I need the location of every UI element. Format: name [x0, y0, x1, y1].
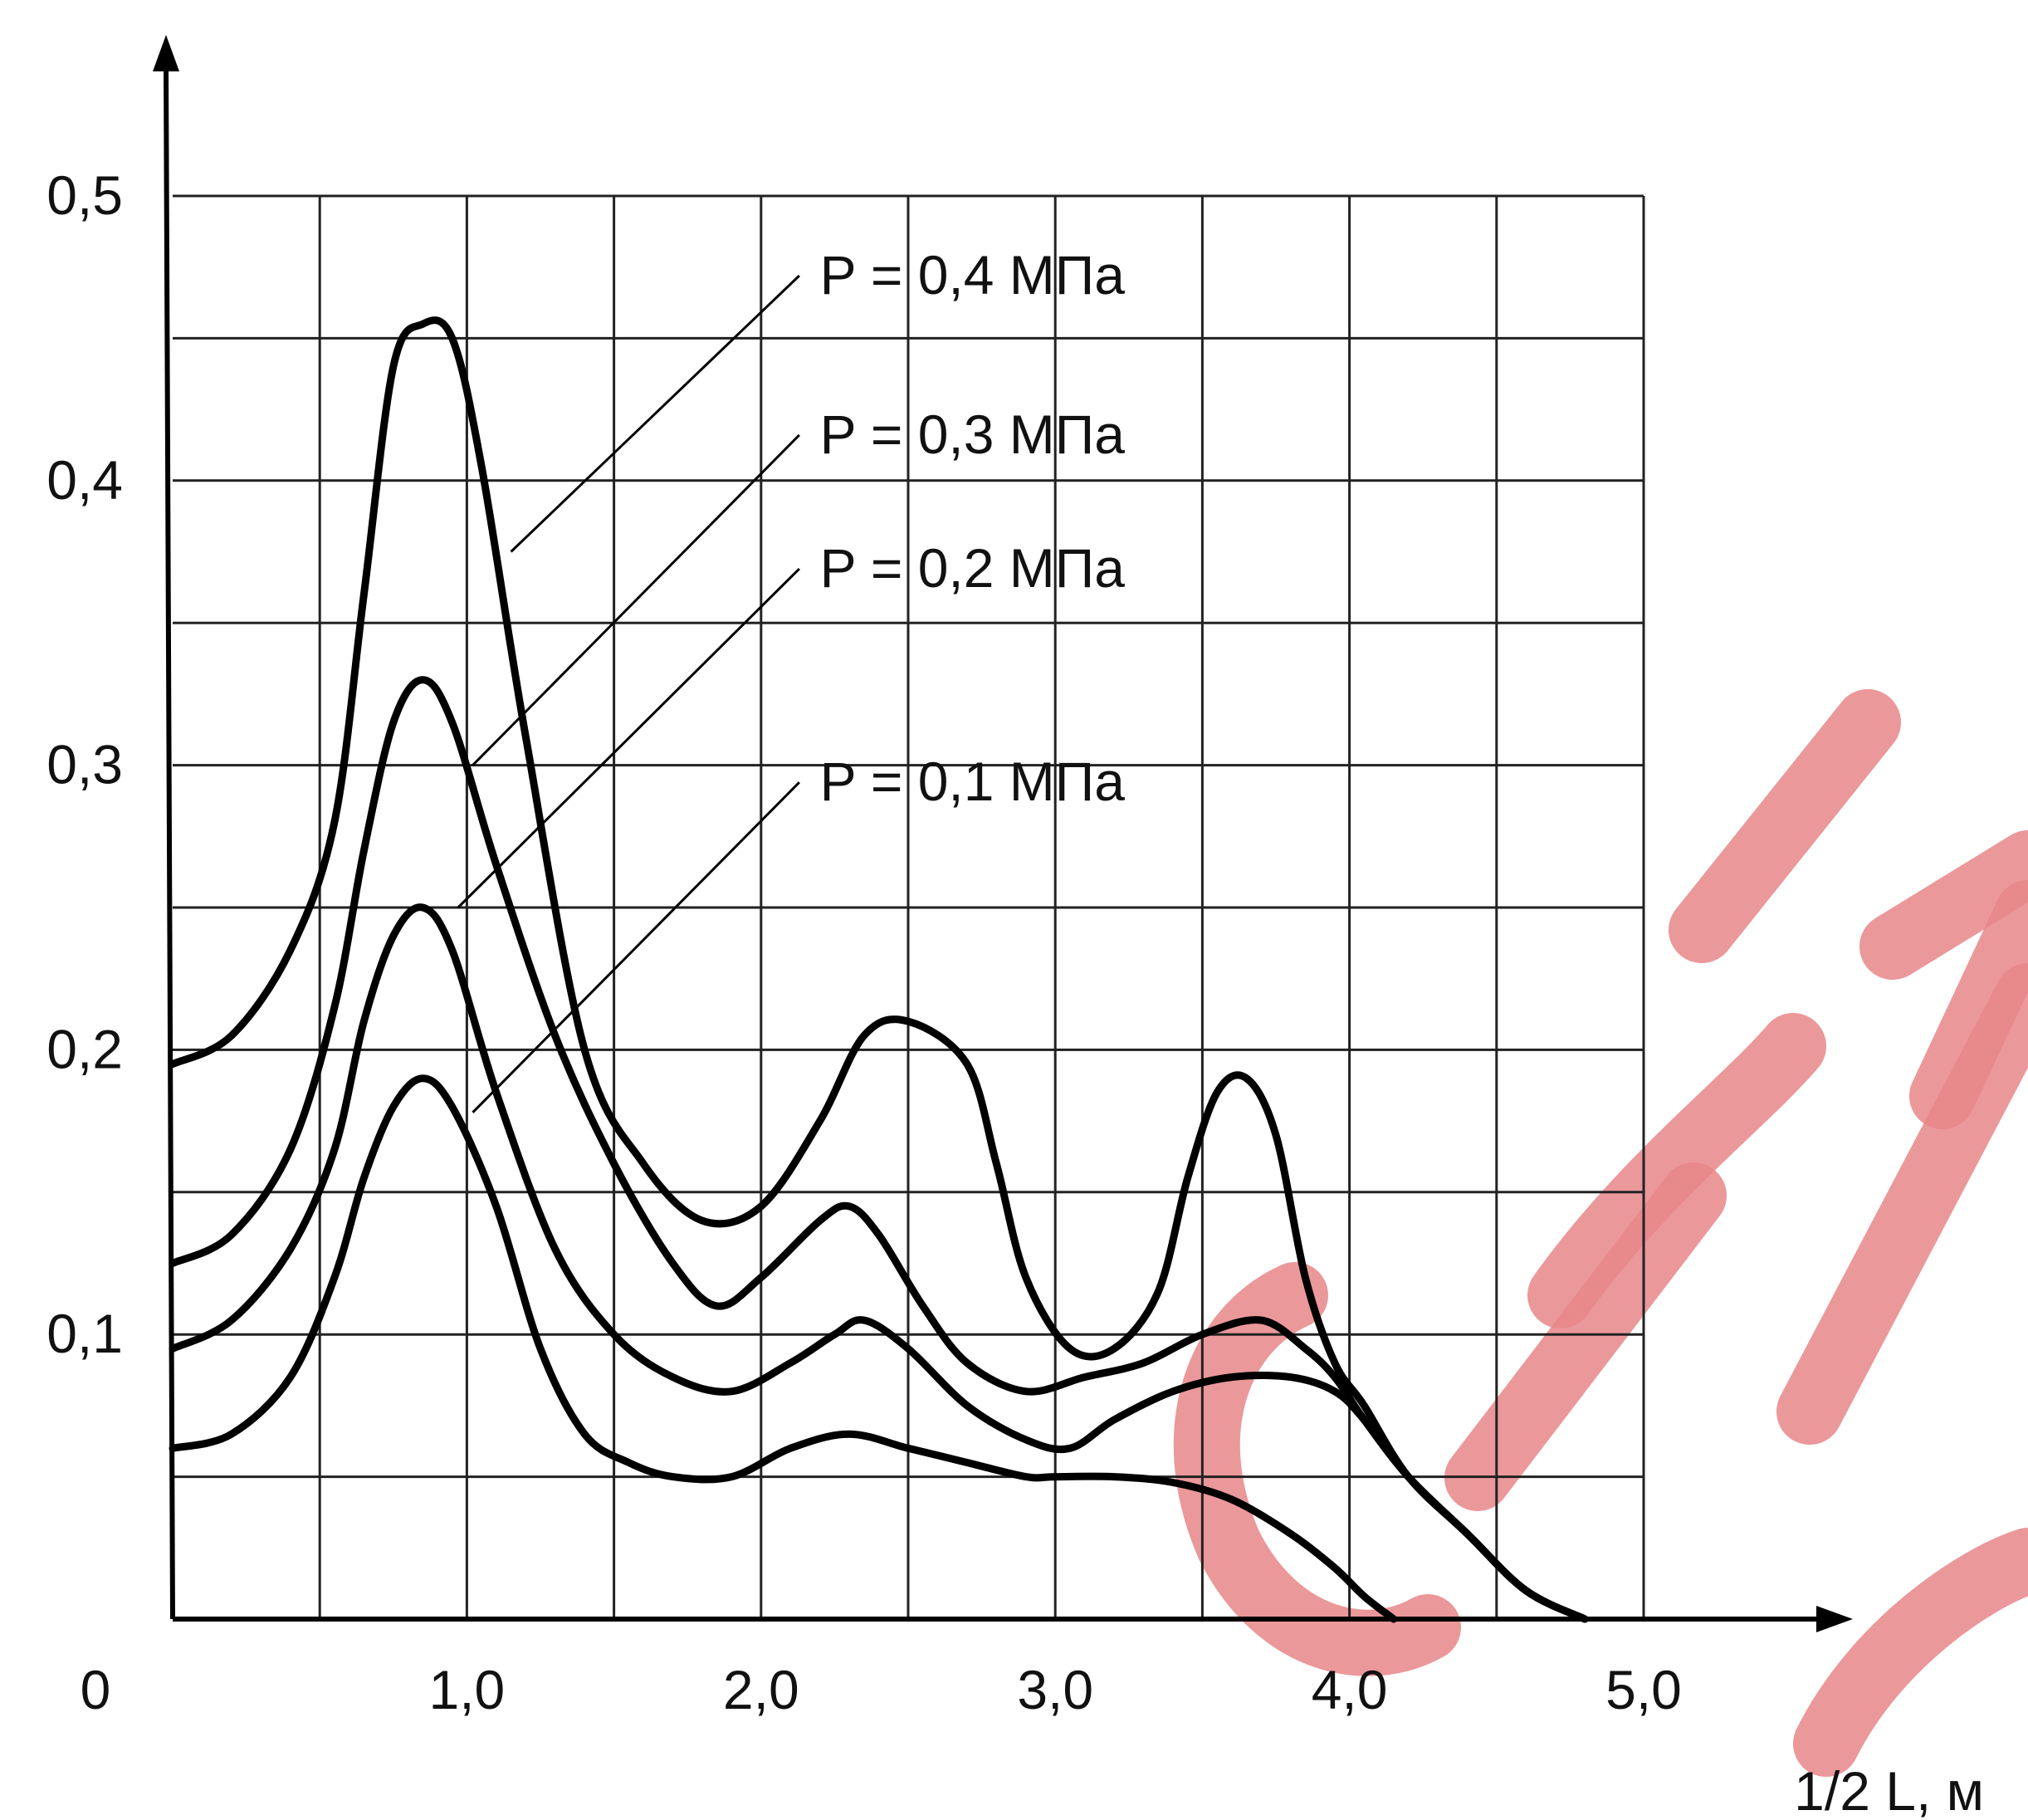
series-line-2	[169, 676, 1589, 1623]
y-tick-label: 0,5	[46, 164, 123, 226]
y-tick-label: 0,3	[46, 734, 123, 795]
leader-line-1	[510, 274, 800, 553]
x-tick-label: 2,0	[723, 1659, 799, 1720]
watermark	[1173, 689, 2028, 1777]
series-label-4: P = 0,1 МПа	[820, 751, 1126, 812]
labels: 0,1 0,2 0,3 0,4 0,5 1,0 2,0 3,0 4,0 5,0 0 1/2 L, м P…	[46, 164, 1984, 1820]
x-tick-label: 1,0	[429, 1659, 506, 1720]
y-tick-label: 0,2	[46, 1018, 123, 1079]
leader-line-3	[457, 568, 800, 909]
leader-line-4	[472, 781, 800, 1113]
leaders	[457, 274, 800, 1113]
axes	[153, 35, 1853, 1632]
x-axis-label: 1/2 L, м	[1794, 1760, 1984, 1820]
y-axis	[164, 66, 175, 1620]
series-label-1: P = 0,4 МПа	[820, 244, 1126, 306]
x-tick-label: 5,0	[1605, 1659, 1682, 1720]
origin-label: 0	[81, 1659, 111, 1720]
series-label-3: P = 0,2 МПа	[820, 537, 1126, 599]
y-tick-label: 0,4	[46, 449, 123, 511]
leader-line-2	[472, 433, 800, 766]
series-line-1	[169, 316, 1589, 1623]
series-label-2: P = 0,3 МПа	[820, 404, 1126, 465]
x-axis-arrow	[1816, 1606, 1853, 1632]
grid	[173, 194, 1645, 1619]
x-tick-label: 3,0	[1017, 1659, 1093, 1720]
series-line-3	[169, 903, 1589, 1623]
curves	[169, 316, 1589, 1623]
x-tick-label: 4,0	[1312, 1659, 1388, 1720]
y-tick-label: 0,1	[46, 1303, 123, 1364]
y-axis-arrow	[153, 35, 179, 71]
series-line-4	[169, 1074, 1398, 1623]
